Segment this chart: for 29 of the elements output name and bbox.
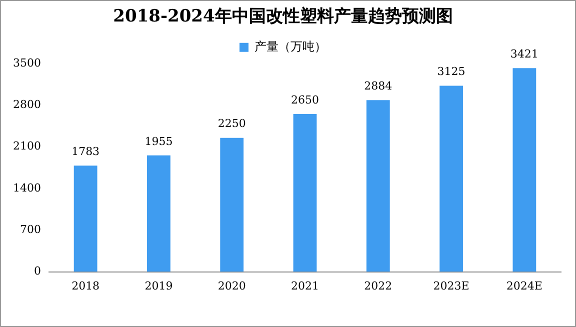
bar — [147, 155, 170, 272]
x-tick-label: 2018 — [72, 279, 100, 292]
y-tick-label: 0 — [34, 264, 41, 278]
data-label: 3125 — [437, 65, 466, 78]
x-tick-label: 2020 — [218, 279, 246, 292]
x-tick-label: 2024E — [506, 279, 542, 292]
x-tick-label: 2022 — [364, 279, 392, 292]
chart-title: 2018-2024年中国改性塑料产量趋势预测图 — [113, 6, 453, 27]
y-tick-label: 700 — [20, 222, 41, 236]
bar — [366, 100, 390, 272]
y-tick-label: 3500 — [12, 56, 41, 70]
data-label: 3421 — [510, 47, 538, 60]
bar — [74, 166, 98, 272]
bar — [512, 68, 536, 272]
x-tick-label: 2021 — [290, 279, 319, 292]
x-tick-label: 2019 — [144, 279, 173, 292]
legend-label: 产量（万吨） — [254, 40, 326, 54]
y-tick-label: 2100 — [12, 140, 41, 153]
data-label: 1783 — [72, 144, 100, 158]
y-tick-label: 2800 — [12, 98, 41, 111]
data-label: 2650 — [290, 93, 319, 106]
data-label: 1955 — [144, 134, 173, 148]
y-tick-label: 1400 — [12, 181, 41, 194]
data-label: 2250 — [218, 117, 246, 130]
bar — [293, 114, 317, 272]
data-label: 2884 — [364, 79, 392, 92]
x-tick-label: 2023E — [433, 279, 470, 292]
bar — [220, 138, 244, 272]
bar — [440, 86, 463, 272]
